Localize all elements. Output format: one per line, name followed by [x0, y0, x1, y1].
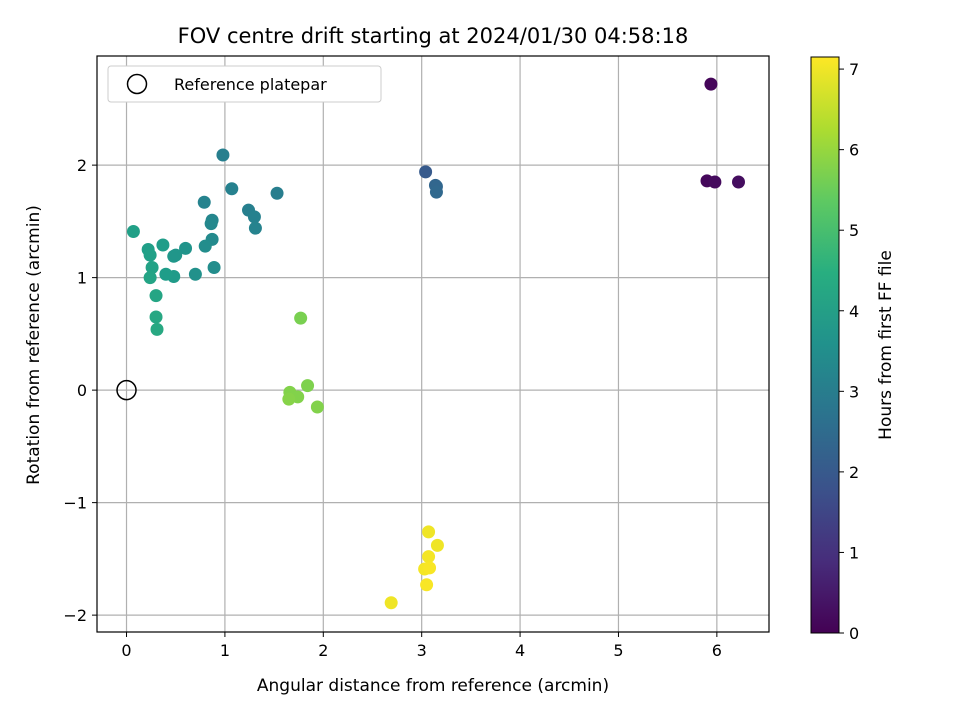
scatter-point — [430, 538, 444, 552]
scatter-point — [419, 165, 433, 179]
scatter-point — [384, 596, 398, 610]
scatter-point — [159, 267, 173, 281]
x-tick-label: 1 — [220, 641, 230, 660]
scatter-point — [204, 217, 218, 231]
scatter-point — [704, 77, 718, 91]
colorbar-tick-label: 4 — [849, 302, 859, 321]
scatter-point — [310, 400, 324, 414]
scatter-point — [126, 225, 140, 238]
y-tick-label: 2 — [77, 156, 87, 175]
scatter-point — [188, 267, 202, 281]
scatter-point — [423, 561, 437, 575]
colorbar-tick-label: 0 — [849, 624, 859, 643]
scatter-point — [429, 185, 443, 199]
legend-marker — [126, 73, 148, 95]
scatter-point — [422, 550, 436, 564]
scatter-point — [420, 578, 434, 592]
legend-entry: Reference platepar — [174, 75, 327, 94]
y-tick-label: 1 — [77, 269, 87, 288]
colorbar-tick-label: 2 — [849, 463, 859, 482]
colorbar-frame — [810, 56, 840, 634]
scatter-point — [169, 248, 183, 262]
y-axis-ticks: −2 −1 0 1 2 — [63, 156, 97, 625]
chart-title: FOV centre drift starting at 2024/01/30 … — [178, 24, 689, 48]
scatter-point — [708, 175, 722, 189]
scatter-point — [149, 310, 163, 324]
colorbar-tick-label: 5 — [849, 221, 859, 240]
scatter-point — [207, 261, 221, 274]
scatter-point — [145, 261, 159, 274]
x-axis-ticks: 0 1 2 3 4 5 6 — [121, 632, 722, 660]
scatter-point — [731, 175, 745, 189]
scatter-point — [179, 241, 193, 255]
legend: Reference platepar — [107, 65, 382, 103]
colorbar-tick-label: 1 — [849, 543, 859, 562]
scatter-point — [143, 271, 157, 285]
reference-marker — [116, 379, 137, 401]
x-tick-label: 5 — [613, 641, 623, 660]
x-tick-label: 4 — [515, 641, 525, 660]
scatter-point — [225, 182, 239, 196]
x-tick-label: 6 — [712, 641, 722, 660]
colorbar-label: Hours from first FF file — [876, 250, 896, 440]
plot-frame — [96, 55, 770, 633]
scatter-point — [197, 195, 211, 209]
scatter-point — [247, 210, 261, 224]
scatter-point — [294, 311, 308, 325]
colorbar: 0 1 2 3 4 5 6 7 Hours from first FF file — [810, 56, 896, 643]
scatter-point — [156, 238, 170, 252]
reference-platepar-marker — [116, 379, 137, 401]
y-tick-label: −1 — [63, 494, 87, 513]
x-tick-label: 3 — [417, 641, 427, 660]
y-axis-label: Rotation from reference (arcmin) — [24, 205, 44, 485]
colorbar-gradient — [811, 57, 839, 633]
colorbar-tick-label: 3 — [849, 382, 859, 401]
scatter-point — [198, 239, 212, 253]
colorbar-tick-label: 6 — [849, 141, 859, 160]
scatter-point — [270, 186, 284, 200]
data-points — [126, 77, 745, 610]
scatter-point — [150, 322, 164, 336]
colorbar-tick-label: 7 — [849, 60, 859, 79]
scatter-point — [422, 525, 436, 539]
colorbar-ticks: 0 1 2 3 4 5 6 7 — [839, 60, 859, 643]
scatter-point — [216, 148, 230, 162]
x-tick-label: 2 — [318, 641, 328, 660]
legend-box — [107, 65, 382, 103]
scatter-point — [149, 289, 163, 303]
x-axis-label: Angular distance from reference (arcmin) — [257, 676, 609, 696]
scatter-point — [301, 379, 315, 393]
y-tick-label: 0 — [77, 381, 87, 400]
y-tick-label: −2 — [63, 606, 87, 625]
scatter-point — [248, 221, 262, 235]
x-tick-label: 0 — [121, 641, 131, 660]
scatter-point — [143, 248, 157, 262]
scatter-point — [282, 392, 296, 406]
